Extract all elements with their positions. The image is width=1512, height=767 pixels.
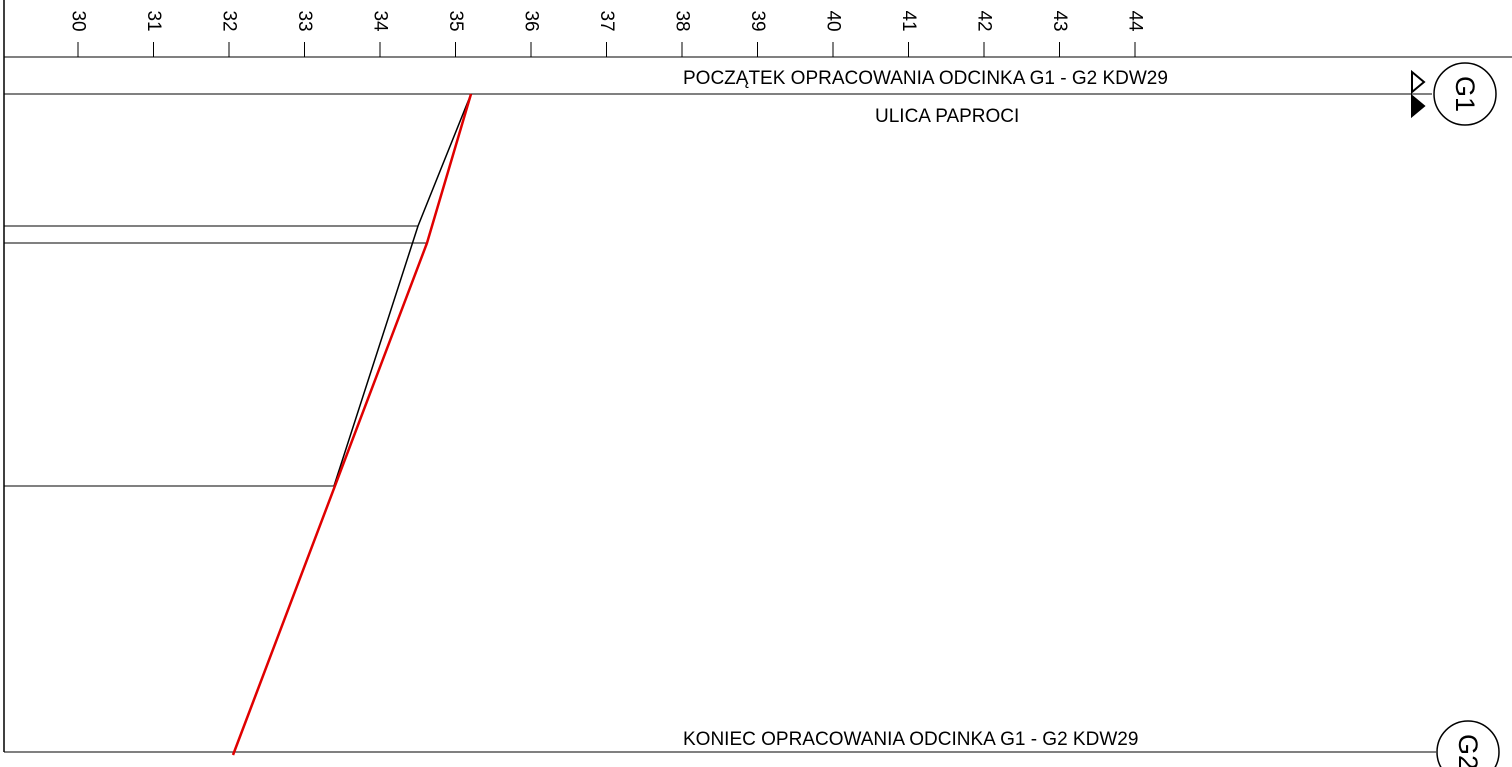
scale-tick-label: 41 <box>898 10 919 31</box>
scale-ruler: 30 31 32 33 34 35 36 37 38 39 40 41 42 43 44 <box>68 10 1146 57</box>
marker-g1-circle <box>1433 62 1497 126</box>
direction-arrow-fill-icon <box>1411 93 1426 119</box>
scale-tick-label: 39 <box>747 10 768 31</box>
scale-tick-label: 40 <box>823 10 844 31</box>
marker-g2-circle <box>1436 720 1500 767</box>
scale-tick-label: 34 <box>370 10 391 32</box>
start-label: POCZĄTEK OPRACOWANIA ODCINKA G1 - G2 KDW… <box>683 68 1168 89</box>
scale-tick-label: 38 <box>672 10 693 31</box>
street-label: ULICA PAPROCI <box>875 106 1019 127</box>
existing-profile-line <box>333 93 472 487</box>
marker-g2-text: G2 <box>1453 734 1483 767</box>
scale-tick-label: 36 <box>521 10 542 31</box>
direction-arrow-icon <box>1411 69 1426 95</box>
scale-tick-label: 43 <box>1049 10 1070 31</box>
design-profile-line <box>231 93 473 756</box>
scale-tick-label: 35 <box>445 10 466 31</box>
end-label: KONIEC OPRACOWANIA ODCINKA G1 - G2 KDW29 <box>683 729 1138 750</box>
scale-tick-label: 31 <box>143 10 164 31</box>
scale-tick-label: 44 <box>1125 10 1146 32</box>
scale-tick-label: 37 <box>596 10 617 31</box>
scale-tick-label: 42 <box>974 10 995 31</box>
scale-tick-label: 32 <box>219 10 240 31</box>
marker-g1-text: G1 <box>1450 76 1480 112</box>
scale-tick-label: 33 <box>294 10 315 31</box>
marker-g2: G2 <box>1436 720 1500 767</box>
scale-tick-label: 30 <box>68 10 89 31</box>
marker-g1: G1 <box>1411 62 1497 126</box>
